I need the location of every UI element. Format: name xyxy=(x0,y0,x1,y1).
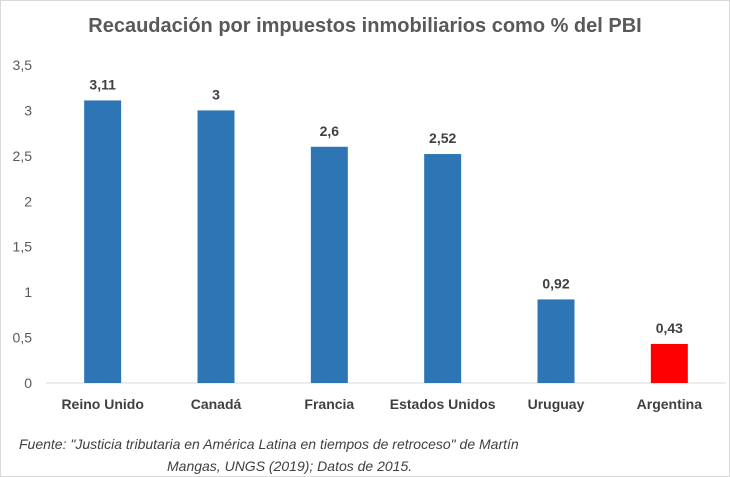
y-tick-label: 3 xyxy=(24,102,32,118)
y-tick-label: 3,5 xyxy=(13,57,33,73)
chart-title: Recaudación por impuestos inmobiliarios … xyxy=(88,15,642,37)
bar-chart: 0 0,5 1 1,5 2 2,5 3 3,5 3,11 Reino Unido 3 Canadá 2,… xyxy=(13,57,726,412)
source-line-2: Mangas, UNGS (2019); Datos de 2015. xyxy=(167,458,413,474)
bar xyxy=(84,100,122,383)
bar xyxy=(310,146,348,383)
data-label: 0,43 xyxy=(656,320,683,336)
bar xyxy=(197,110,235,383)
y-tick-label: 0,5 xyxy=(13,330,33,346)
x-tick-label: Estados Unidos xyxy=(390,396,496,412)
data-label: 2,52 xyxy=(429,130,456,146)
x-tick-label: Uruguay xyxy=(528,396,585,412)
y-tick-label: 1,5 xyxy=(13,239,33,255)
data-label: 2,6 xyxy=(320,123,340,139)
x-tick-label: Francia xyxy=(304,396,354,412)
bar xyxy=(650,343,688,383)
y-tick-label: 2,5 xyxy=(13,148,33,164)
data-label: 3,11 xyxy=(89,76,116,92)
y-tick-label: 1 xyxy=(24,284,32,300)
x-tick-label: Reino Unido xyxy=(61,396,143,412)
data-label: 0,92 xyxy=(542,275,569,291)
y-tick-label: 0 xyxy=(24,375,32,391)
bar xyxy=(424,154,462,383)
source-line-1: Fuente: "Justicia tributaria en América … xyxy=(19,436,519,452)
data-label: 3 xyxy=(212,86,220,102)
x-tick-label: Argentina xyxy=(637,396,703,412)
y-tick-label: 2 xyxy=(24,193,32,209)
bar xyxy=(537,299,575,383)
x-tick-label: Canadá xyxy=(191,396,242,412)
source-note: Fuente: "Justicia tributaria en América … xyxy=(19,433,719,477)
